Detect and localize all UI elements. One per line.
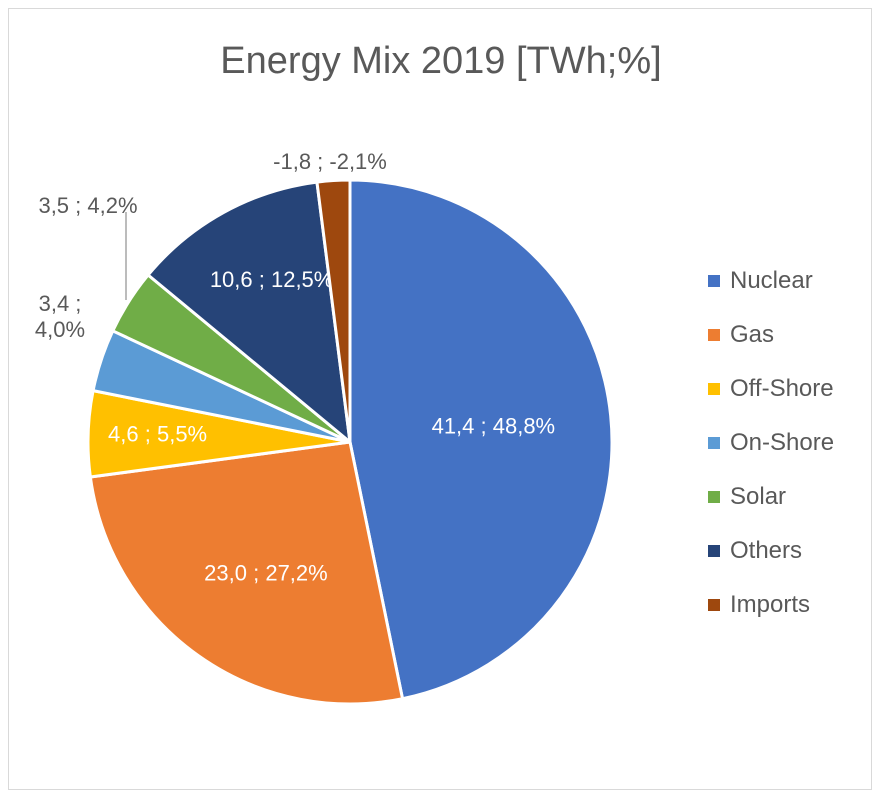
legend-item-gas: Gas — [708, 321, 774, 349]
data-label-others: 10,6 ; 12,5% — [210, 267, 334, 292]
data-label-on-shore: 3,4 ; 4,0% — [35, 291, 85, 342]
pie-slice-gas — [88, 440, 405, 706]
legend-item-nuclear: Nuclear — [708, 267, 813, 295]
data-label-nuclear: 41,4 ; 48,8% — [432, 413, 556, 438]
pie-slice-others — [146, 180, 352, 444]
legend-label-imports: Imports — [730, 591, 811, 618]
legend-item-imports: Imports — [708, 591, 810, 619]
legend-item-on-shore: On-Shore — [708, 429, 834, 457]
legend-label-solar: Solar — [730, 483, 787, 510]
legend-label-nuclear: Nuclear — [730, 267, 813, 294]
legend-item-solar: Solar — [708, 483, 786, 511]
data-label-off-shore: 4,6 ; 5,5% — [108, 422, 207, 447]
legend-swatch-on-shore — [708, 437, 720, 449]
legend-swatch-solar — [708, 491, 720, 503]
legend-swatch-imports — [708, 599, 720, 611]
data-label-solar: 3,5 ; 4,2% — [38, 193, 137, 218]
legend-label-off-shore: Off-Shore — [730, 375, 834, 402]
pie-slice-imports — [315, 178, 352, 444]
pie-slice-nuclear — [348, 178, 614, 701]
legend-label-on-shore: On-Shore — [730, 429, 835, 456]
legend-swatch-others — [708, 545, 720, 557]
data-label-gas: 23,0 ; 27,2% — [204, 560, 328, 585]
legend-swatch-nuclear — [708, 275, 720, 287]
data-label-imports: -1,8 ; -2,1% — [273, 149, 387, 174]
legend-item-others: Others — [708, 537, 802, 565]
legend-swatch-gas — [708, 329, 720, 341]
legend-item-off-shore: Off-Shore — [708, 375, 834, 403]
legend-swatch-off-shore — [708, 383, 720, 395]
chart-title: Energy Mix 2019 [TWh;%] — [220, 40, 662, 82]
legend-label-others: Others — [730, 537, 803, 564]
legend-label-gas: Gas — [730, 321, 775, 348]
